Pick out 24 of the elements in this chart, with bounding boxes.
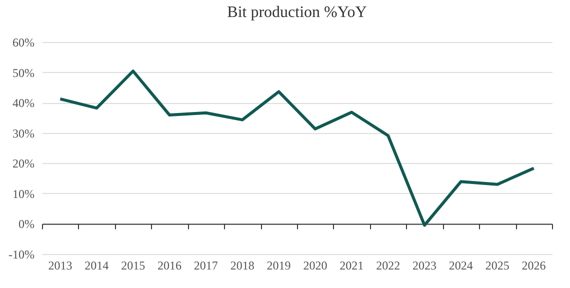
x-tick-label: 2023 xyxy=(412,258,436,272)
x-tick-label: 2013 xyxy=(48,258,72,272)
y-tick-label: 20% xyxy=(12,156,34,171)
x-tick-label: 2014 xyxy=(84,258,109,272)
x-tick-label: 2017 xyxy=(194,258,218,272)
x-tick-label: 2026 xyxy=(522,258,546,272)
y-tick-label: 30% xyxy=(12,126,34,140)
y-tick-label: 50% xyxy=(12,66,34,80)
x-tick-label: 2016 xyxy=(158,258,182,272)
y-tick-label: 40% xyxy=(12,96,34,110)
x-tick-label: 2024 xyxy=(448,258,473,272)
x-tick-label: 2022 xyxy=(376,258,400,272)
x-tick-label: 2018 xyxy=(230,258,254,272)
x-tick-label: 2015 xyxy=(121,258,146,272)
line-series xyxy=(58,70,536,227)
chart-title: Bit production %YoY xyxy=(227,4,368,21)
y-tick-label: 10% xyxy=(12,186,34,201)
x-tick-label: 2021 xyxy=(340,258,364,272)
y-tick-label: 60% xyxy=(12,36,34,50)
x-tick-label: 2020 xyxy=(303,258,328,272)
x-tick-label: 2019 xyxy=(266,258,291,272)
y-tick-label: 0% xyxy=(18,217,34,232)
y-tick-label: -10% xyxy=(8,248,34,262)
x-tick-label: 2025 xyxy=(485,258,510,272)
